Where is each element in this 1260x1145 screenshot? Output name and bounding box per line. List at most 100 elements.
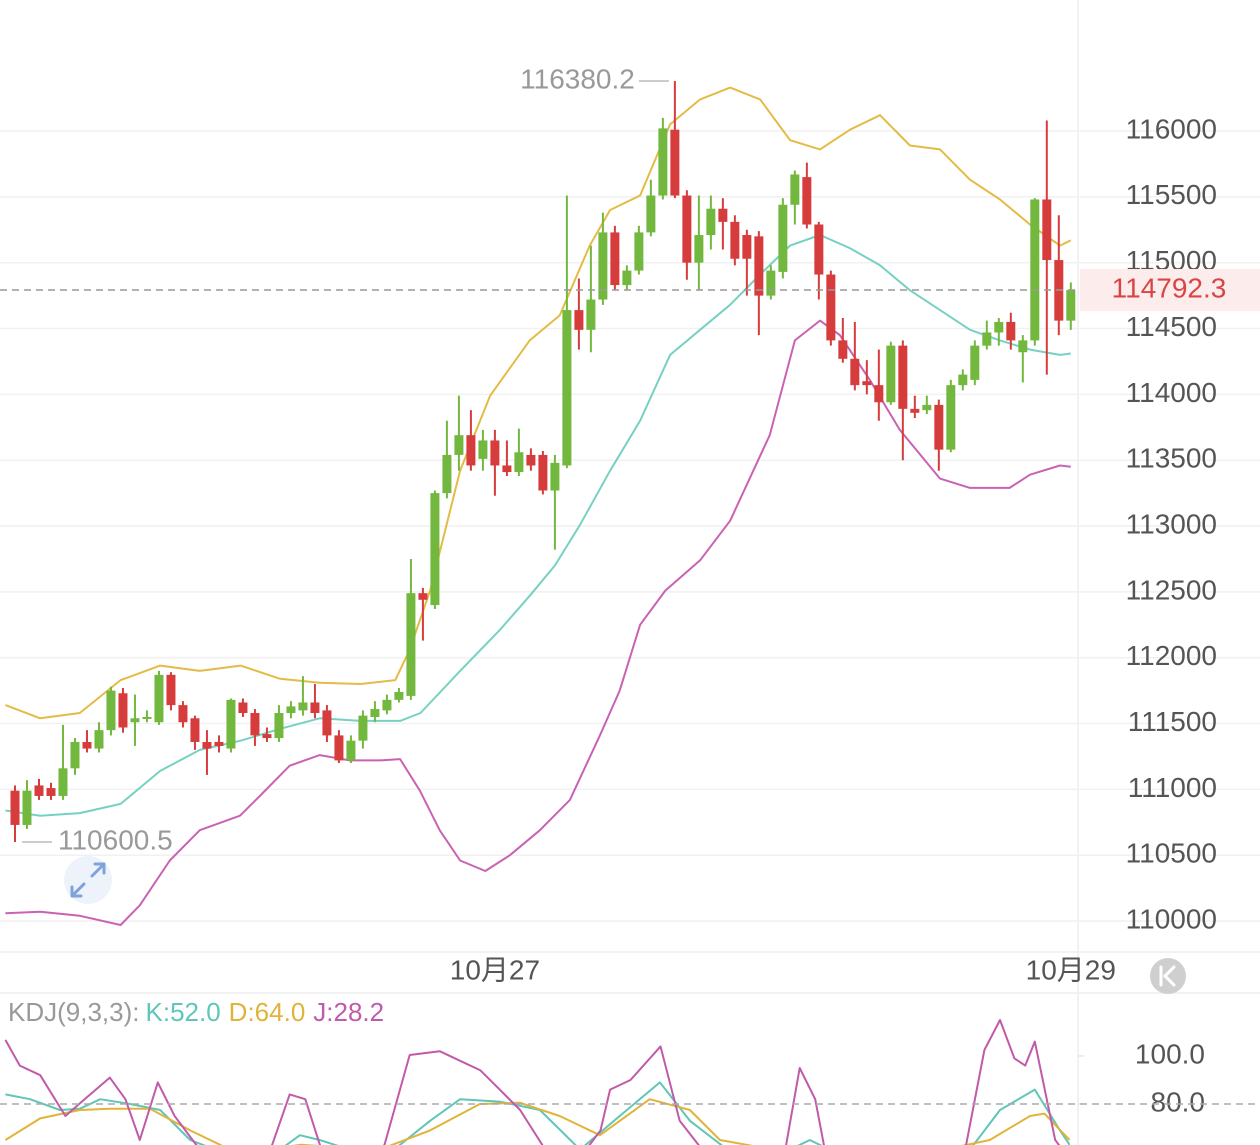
candle-body <box>46 788 56 796</box>
candle-body <box>562 310 572 466</box>
y-tick-label: 113000 <box>1126 508 1217 539</box>
candle-body <box>178 705 188 723</box>
candle-body <box>58 768 68 796</box>
y-tick-label: 100.0 <box>1135 1038 1205 1069</box>
y-tick-label: 80.0 <box>1151 1086 1206 1117</box>
candle-body <box>250 713 260 736</box>
x-tick-label: 10月27 <box>450 954 540 985</box>
candle-body <box>682 195 692 263</box>
candle-body <box>382 699 392 711</box>
candle-body <box>406 593 416 696</box>
legend-entry: D:64.0 <box>229 997 306 1027</box>
candle-body <box>34 785 44 796</box>
y-tick-label: 113500 <box>1126 443 1217 474</box>
candle-body <box>478 440 488 459</box>
candle-body <box>598 232 608 300</box>
y-tick-label: 111500 <box>1128 706 1217 737</box>
candle-body <box>166 674 176 706</box>
candle-body <box>394 691 404 700</box>
y-tick-label: 115500 <box>1126 179 1217 210</box>
candle-body <box>850 358 860 386</box>
candle-body <box>526 454 536 466</box>
candle-body <box>826 274 836 341</box>
candle-body <box>886 345 896 403</box>
indicator-label: KDJ(9,3,3): <box>8 997 140 1027</box>
candle-body <box>754 236 764 296</box>
candle-body <box>934 404 944 450</box>
kdj-header: KDJ(9,3,3): K:52.0 D:64.0 J:28.2 <box>8 997 384 1027</box>
candle-body <box>418 593 428 600</box>
candle-body <box>742 235 752 259</box>
candle-body <box>142 716 152 719</box>
indicator-line <box>4 1019 1061 1145</box>
price-box <box>1080 269 1260 312</box>
candle-body <box>358 715 368 741</box>
candle-body <box>10 790 20 825</box>
candle-body <box>370 709 380 717</box>
candle-body <box>94 730 104 749</box>
candle-body <box>898 345 908 409</box>
candle-body <box>862 381 872 386</box>
indicator-line <box>4 1098 1071 1145</box>
candle-body <box>70 741 80 769</box>
candle-body <box>454 435 464 455</box>
y-tick-label: 114500 <box>1126 311 1217 342</box>
candle-body <box>550 462 560 491</box>
candle-body <box>442 454 452 494</box>
candle-body <box>310 702 320 714</box>
candle-body <box>838 340 848 359</box>
candle-body <box>118 693 128 728</box>
candle-body <box>994 321 1004 333</box>
candle-body <box>874 385 884 403</box>
expand-icon[interactable] <box>64 856 112 904</box>
candle-body <box>586 299 596 330</box>
candle-body <box>922 404 932 411</box>
candle-body <box>430 493 440 606</box>
candle-body <box>694 235 704 263</box>
y-tick-label: 116000 <box>1126 113 1217 144</box>
candle-body <box>538 454 548 491</box>
candle-body <box>970 345 980 380</box>
indicator-line <box>5 319 1071 926</box>
candle-body <box>946 385 956 450</box>
candle-body <box>298 702 308 711</box>
candle-body <box>982 332 992 346</box>
candle-body <box>646 195 656 233</box>
candle-body <box>910 408 920 413</box>
x-tick-label: 10月29 <box>1026 954 1116 985</box>
y-tick-label: 114000 <box>1126 377 1217 408</box>
candle-body <box>706 208 716 236</box>
y-tick-label: 112000 <box>1126 640 1217 671</box>
kdj-plot <box>4 1019 1071 1145</box>
candle-body <box>286 706 296 714</box>
candle-body <box>658 128 668 196</box>
candle-body <box>502 465 512 473</box>
candle-body <box>262 734 272 739</box>
y-tick-label: 110000 <box>1126 903 1217 934</box>
candle-body <box>238 702 248 714</box>
candle-body <box>1030 199 1040 341</box>
max-label: 116380.2 <box>520 63 635 94</box>
price-label: 114792.3 <box>1112 272 1227 303</box>
candle-body <box>670 129 680 196</box>
candle-body <box>958 374 968 386</box>
candle-body <box>1042 199 1052 261</box>
min-label: 110600.5 <box>58 824 173 855</box>
candle-body <box>610 232 620 286</box>
candle-body <box>106 690 116 731</box>
candle-body <box>1006 321 1016 341</box>
candle-body <box>574 310 584 330</box>
candle-body <box>190 718 200 742</box>
indicator-line <box>5 86 1072 720</box>
candle-body <box>634 232 644 271</box>
y-tick-label: 110500 <box>1126 838 1217 869</box>
candle-body <box>766 270 776 296</box>
kline-toggle-icon[interactable] <box>1150 958 1186 994</box>
candle-body <box>790 174 800 205</box>
y-tick-label: 111000 <box>1128 772 1217 803</box>
candle-body <box>214 741 224 746</box>
candle-body <box>226 699 236 749</box>
candle-body <box>1018 340 1028 353</box>
candle-body <box>202 741 212 749</box>
